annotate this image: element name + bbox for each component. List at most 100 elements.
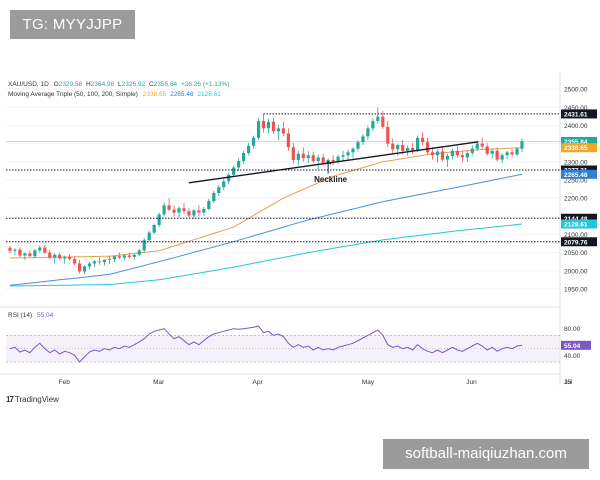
candle — [58, 252, 62, 260]
price-tick-label: 2000.00 — [564, 268, 588, 275]
price-tag: 2338.65 — [561, 143, 597, 153]
candle-body — [391, 143, 395, 150]
candle — [212, 190, 216, 204]
candle — [222, 179, 226, 191]
month-label: Jun — [466, 379, 477, 386]
candle — [202, 206, 206, 216]
candle-body — [23, 253, 27, 256]
candle — [256, 118, 261, 140]
candle-body — [301, 153, 305, 159]
candle-body — [341, 155, 345, 157]
legend-l-label: L — [118, 81, 122, 88]
candle-body — [77, 263, 82, 272]
rsi-tag-label: 55.04 — [564, 343, 581, 350]
candle-body — [366, 128, 370, 137]
legend-h-label: H — [86, 81, 91, 88]
candle-body — [142, 240, 146, 251]
candle-body — [122, 255, 126, 258]
candle — [172, 205, 176, 217]
price-tag: 2265.48 — [561, 169, 597, 179]
candle-body — [132, 254, 136, 257]
neckline-line — [188, 141, 479, 184]
candle-body — [53, 254, 57, 258]
candle — [495, 147, 499, 162]
candle — [351, 147, 355, 159]
month-label: Jul — [564, 379, 573, 386]
price-tag-label: 2079.76 — [564, 239, 588, 246]
candle-body — [336, 156, 340, 162]
price-tag: 2128.61 — [561, 219, 597, 229]
sma100-line — [9, 173, 523, 286]
candle-body — [167, 205, 171, 210]
price-tag-box — [561, 169, 597, 179]
candle — [391, 138, 395, 155]
candle-body — [515, 148, 519, 155]
candle — [445, 153, 450, 167]
candle-body — [192, 210, 196, 216]
candle — [346, 149, 350, 162]
candle-body — [92, 261, 97, 264]
price-tick-label: 2400.00 — [564, 123, 588, 130]
candle-body — [182, 208, 186, 212]
rsi-label: RSI (14) — [8, 312, 32, 319]
candle-body — [222, 181, 226, 188]
candle-body — [207, 200, 211, 209]
rsi-tick-label: 80.00 — [564, 326, 581, 333]
rsi-line — [9, 325, 523, 363]
candle — [28, 250, 32, 257]
candle-body — [8, 247, 12, 251]
candle-body — [63, 256, 67, 259]
candle — [197, 205, 201, 217]
candle-body — [411, 147, 415, 151]
month-label: Apr — [253, 379, 264, 386]
candle-body — [480, 143, 484, 147]
candle-body — [371, 121, 375, 129]
candle — [127, 252, 131, 259]
candle — [117, 252, 121, 260]
candle — [242, 150, 246, 164]
candle — [356, 139, 360, 152]
candle-body — [251, 137, 256, 146]
tradingview-logo: 17 TradingView — [6, 395, 59, 404]
candle — [251, 135, 256, 149]
candle-body — [306, 155, 310, 159]
candle-body — [212, 192, 216, 201]
candle-body — [48, 252, 52, 258]
candle — [63, 255, 67, 264]
candle — [122, 254, 126, 261]
price-tick-label: 2500.00 — [564, 87, 588, 94]
candle — [13, 248, 17, 256]
candle — [411, 142, 415, 154]
neckline-label: Neckline — [314, 175, 347, 184]
candle-body — [346, 152, 350, 156]
price-tag: 2355.84 — [561, 136, 597, 146]
candle-body — [430, 152, 435, 156]
price-tag: 2079.76 — [561, 237, 597, 247]
candle-body — [147, 232, 151, 241]
candle-body — [28, 253, 32, 257]
candle-body — [500, 155, 504, 160]
candle-body — [117, 256, 121, 258]
price-tick-label: 2300.00 — [564, 159, 588, 166]
candle — [386, 121, 390, 148]
candle-body — [490, 150, 494, 154]
legend-c: 2355.84 — [154, 81, 178, 88]
candle — [18, 247, 22, 257]
legend-l: 2326.92 — [122, 81, 146, 88]
candle-body — [157, 214, 161, 225]
candle-body — [376, 116, 380, 122]
price-tag-label: 2338.65 — [564, 145, 588, 152]
candle — [147, 230, 151, 242]
price-tag-label: 2144.48 — [564, 216, 588, 223]
rsi-tag-box — [561, 340, 591, 350]
candle — [306, 150, 310, 164]
candle — [177, 206, 181, 218]
candle-body — [331, 159, 335, 162]
candle-body — [127, 255, 131, 257]
candle — [435, 149, 440, 163]
candle — [376, 107, 380, 124]
candle-body — [261, 121, 266, 129]
candle-body — [152, 224, 156, 233]
candle-body — [271, 121, 276, 132]
